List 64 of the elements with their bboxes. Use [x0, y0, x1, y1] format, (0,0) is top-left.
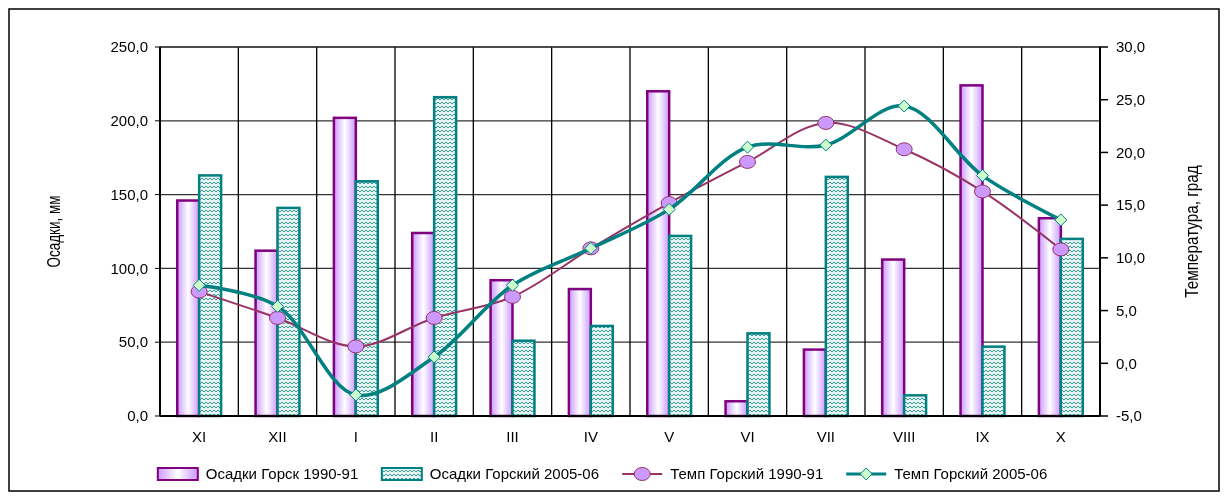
y2-tick-label: 10,0	[1116, 249, 1146, 267]
y-axis-title: Осадки, мм	[44, 171, 64, 268]
point	[976, 169, 989, 183]
point	[1054, 213, 1068, 227]
y2-tick-label: 0,0	[1116, 354, 1137, 372]
point	[269, 310, 286, 325]
bar	[902, 394, 928, 418]
y-tick-label: 200,0	[110, 112, 148, 130]
point	[1052, 242, 1070, 257]
point	[347, 339, 365, 354]
x-tick-label: XI	[192, 428, 207, 445]
y2-axis-title: Температура, град	[1182, 141, 1202, 298]
bar	[981, 345, 1006, 418]
point	[271, 299, 284, 313]
legend-label: Осадки Горск 1990-91	[205, 465, 359, 483]
point	[739, 154, 756, 169]
y-tick-label: 0,0	[127, 407, 148, 425]
legend-label: Темп Горский 1990-91	[670, 465, 824, 483]
bar	[511, 339, 536, 418]
legend-label: Темп Горский 2005-06	[894, 465, 1048, 483]
bar	[1059, 237, 1085, 418]
bar	[589, 324, 615, 418]
point	[506, 278, 519, 292]
y-tick-label: 250,0	[110, 38, 148, 56]
point	[504, 289, 521, 304]
x-tick-label: I	[353, 428, 358, 445]
x-tick-label: III	[506, 428, 519, 445]
point	[427, 350, 441, 364]
bar	[880, 258, 906, 418]
point	[425, 310, 443, 325]
point	[974, 184, 991, 199]
x-tick-label: X	[1055, 428, 1066, 445]
y-tick-label: 100,0	[110, 259, 148, 277]
point	[897, 99, 911, 113]
y2-tick-label: 30,0	[1116, 38, 1146, 56]
bar	[824, 175, 850, 418]
x-tick-label: VII	[816, 428, 836, 445]
bar	[567, 287, 593, 418]
legend-label: Осадки Горский 2005-06	[429, 465, 600, 483]
x-tick-label: VIII	[892, 428, 916, 445]
x-tick-label: II	[429, 428, 439, 445]
y2-tick-label: 15,0	[1116, 196, 1146, 214]
y2-tick-label: -5,0	[1116, 407, 1142, 425]
bar	[667, 234, 693, 418]
x-tick-label: XII	[268, 428, 287, 445]
y-tick-label: 150,0	[110, 185, 148, 203]
bar	[959, 84, 984, 418]
y2-tick-label: 5,0	[1116, 301, 1137, 319]
x-tick-label: IV	[583, 428, 598, 445]
point	[349, 388, 363, 402]
y-tick-label: 50,0	[118, 333, 148, 351]
point	[819, 138, 833, 152]
point	[192, 278, 206, 292]
x-tick-label: IX	[975, 428, 990, 445]
point	[817, 115, 835, 130]
point	[662, 202, 676, 216]
y2-tick-label: 25,0	[1116, 90, 1146, 108]
bar	[746, 332, 771, 418]
point	[741, 140, 754, 154]
x-tick-label: V	[664, 428, 675, 445]
bar	[645, 90, 671, 418]
point	[895, 142, 913, 157]
y2-tick-label: 20,0	[1116, 143, 1146, 161]
x-tick-label: VI	[740, 428, 755, 445]
